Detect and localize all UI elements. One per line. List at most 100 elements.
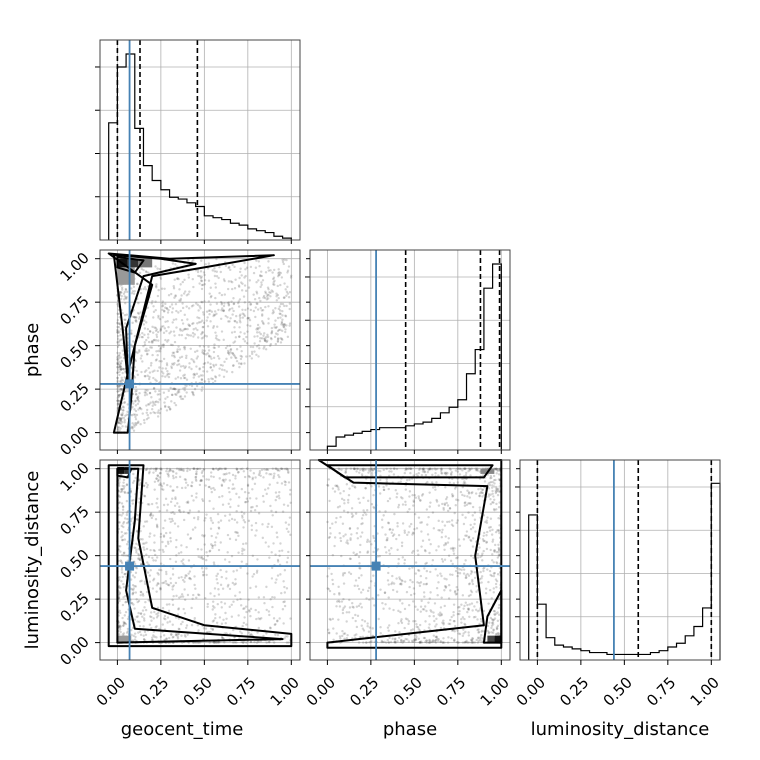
- sample-point: [243, 332, 246, 335]
- sample-point: [140, 579, 143, 582]
- sample-point: [157, 611, 160, 615]
- sample-point: [440, 574, 443, 578]
- sample-point: [229, 268, 232, 272]
- sample-point: [272, 474, 276, 478]
- sample-point: [244, 274, 247, 278]
- sample-point: [471, 526, 475, 529]
- sample-point: [181, 322, 185, 325]
- sample-point: [151, 325, 154, 329]
- sample-point: [171, 585, 174, 588]
- sample-point: [463, 480, 466, 483]
- sample-point: [461, 469, 464, 472]
- sample-point: [157, 344, 161, 348]
- sample-point: [250, 528, 254, 532]
- sample-point: [465, 576, 468, 579]
- sample-point: [230, 287, 234, 291]
- sample-point: [405, 590, 409, 594]
- sample-point: [421, 468, 425, 471]
- panel-frame: [309, 249, 511, 451]
- sample-point: [137, 312, 141, 315]
- sample-point: [235, 348, 239, 351]
- sample-point: [339, 536, 342, 540]
- sample-point: [449, 547, 453, 550]
- sample-point: [462, 628, 465, 631]
- sample-point: [400, 634, 403, 638]
- sample-point: [134, 421, 137, 425]
- sample-point: [136, 395, 140, 398]
- panel-frame: [99, 459, 301, 661]
- sample-point: [440, 557, 444, 561]
- sample-point: [372, 468, 375, 472]
- sample-point: [226, 533, 230, 537]
- sample-point: [261, 523, 264, 526]
- sample-point: [200, 279, 203, 283]
- sample-point: [118, 419, 121, 423]
- sample-point: [395, 537, 398, 541]
- sample-point: [211, 269, 214, 272]
- sample-point: [244, 542, 248, 545]
- sample-point: [251, 478, 254, 481]
- sample-point: [417, 497, 421, 500]
- sample-point: [156, 571, 159, 575]
- sample-point: [288, 290, 292, 294]
- sample-point: [445, 473, 448, 476]
- sample-point: [236, 531, 239, 535]
- sample-point: [137, 611, 140, 615]
- sample-point: [166, 369, 169, 373]
- sample-point: [133, 607, 136, 610]
- sample-point: [427, 467, 430, 471]
- sample-point: [470, 590, 474, 594]
- sample-point: [179, 299, 182, 302]
- sample-point: [254, 306, 257, 309]
- sample-point: [414, 572, 417, 575]
- sample-point: [370, 640, 373, 643]
- sample-point: [139, 612, 143, 615]
- sample-point: [457, 499, 460, 502]
- sample-point: [137, 631, 140, 634]
- sample-point: [255, 290, 258, 293]
- sample-point: [228, 605, 231, 609]
- sample-point: [385, 478, 388, 481]
- sample-point: [491, 528, 494, 532]
- sample-point: [161, 374, 164, 378]
- sample-point: [256, 302, 259, 306]
- sample-point: [282, 323, 285, 326]
- sample-point: [146, 408, 149, 412]
- sample-point: [162, 526, 165, 530]
- sample-point: [242, 512, 246, 515]
- sample-point: [134, 404, 138, 407]
- sample-point: [385, 480, 389, 483]
- sample-point: [444, 486, 447, 489]
- sample-point: [241, 308, 244, 311]
- sample-point: [169, 500, 173, 504]
- sample-point: [223, 602, 227, 605]
- sample-point: [183, 313, 186, 317]
- sample-point: [432, 639, 435, 643]
- sample-point: [450, 471, 454, 474]
- sample-point: [482, 569, 485, 573]
- sample-point: [478, 492, 482, 495]
- sample-point: [190, 384, 194, 388]
- sample-point: [220, 622, 224, 625]
- sample-point: [157, 288, 160, 292]
- sample-point: [245, 355, 248, 358]
- sample-point: [186, 533, 190, 536]
- sample-point: [203, 279, 207, 282]
- sample-point: [118, 478, 121, 481]
- sample-point: [286, 468, 290, 471]
- sample-point: [460, 603, 463, 606]
- sample-point: [175, 393, 178, 397]
- sample-point: [168, 372, 171, 376]
- sample-point: [174, 403, 178, 407]
- sample-point: [205, 310, 209, 313]
- sample-point: [164, 306, 167, 309]
- sample-point: [176, 348, 179, 351]
- sample-point: [495, 550, 499, 554]
- sample-point: [258, 326, 261, 329]
- sample-point: [134, 392, 138, 396]
- sample-point: [143, 495, 147, 498]
- sample-point: [372, 550, 375, 554]
- sample-point: [181, 329, 184, 332]
- sample-point: [443, 584, 447, 588]
- sample-point: [409, 522, 413, 526]
